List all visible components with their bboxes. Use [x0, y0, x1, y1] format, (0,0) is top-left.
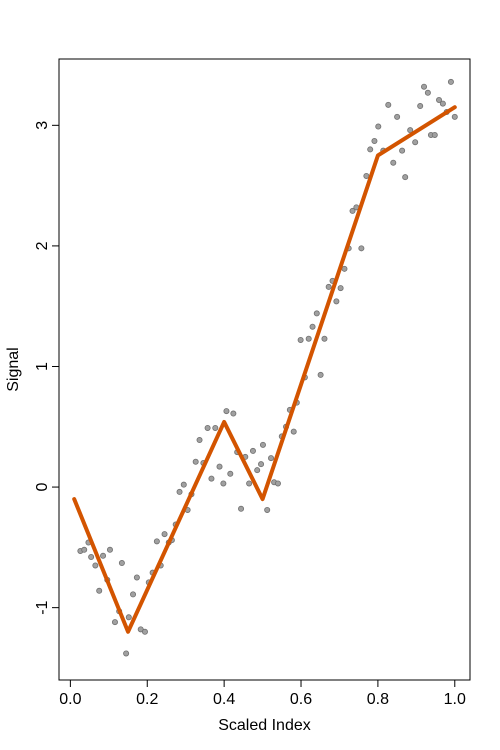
y-tick-label: 1 — [34, 362, 51, 371]
data-point — [254, 467, 261, 474]
data-point — [161, 531, 168, 538]
data-point — [399, 147, 406, 154]
data-point — [317, 371, 324, 378]
data-point — [220, 480, 227, 487]
trend-line — [72, 105, 457, 634]
data-point — [258, 461, 265, 468]
data-point — [106, 546, 113, 553]
data-point — [176, 488, 183, 495]
data-point — [268, 455, 275, 462]
data-point — [223, 408, 230, 415]
data-point — [321, 335, 328, 342]
data-point — [390, 159, 397, 166]
data-point — [81, 546, 88, 553]
data-point — [447, 78, 454, 85]
data-point — [125, 614, 132, 621]
x-tick-label: 0.4 — [213, 691, 235, 708]
plot-frame — [58, 58, 471, 681]
data-point — [227, 470, 234, 477]
data-point — [305, 335, 312, 342]
y-tick-label: 2 — [34, 241, 51, 250]
x-tick-label: 0.2 — [136, 691, 158, 708]
data-point — [394, 113, 401, 120]
x-tick-label: 1.0 — [444, 691, 466, 708]
data-point — [130, 591, 137, 598]
data-point — [92, 562, 99, 569]
data-point — [451, 113, 458, 120]
data-point — [424, 89, 431, 96]
data-point — [212, 424, 219, 431]
data-point — [375, 123, 382, 130]
data-point — [367, 146, 374, 153]
data-point — [246, 480, 253, 487]
data-point — [133, 574, 140, 581]
y-tick-label: 3 — [34, 121, 51, 130]
y-tick-label: 0 — [34, 483, 51, 492]
data-point — [249, 447, 256, 454]
x-tick-label: 0.6 — [290, 691, 312, 708]
data-point — [216, 463, 223, 470]
data-point — [100, 552, 107, 559]
data-point — [118, 560, 125, 567]
data-point — [431, 131, 438, 138]
data-point — [196, 437, 203, 444]
data-point — [208, 475, 215, 482]
data-point — [88, 554, 95, 561]
data-point — [192, 458, 199, 465]
data-point — [153, 538, 160, 545]
data-point — [358, 245, 365, 252]
data-point — [264, 506, 271, 513]
data-point — [123, 650, 130, 657]
data-point — [349, 207, 356, 214]
data-point — [290, 428, 297, 435]
data-point — [402, 174, 409, 181]
data-point — [439, 100, 446, 107]
data-point — [412, 139, 419, 146]
y-tick-label: -1 — [34, 600, 51, 614]
data-point — [230, 410, 237, 417]
data-point — [325, 283, 332, 290]
data-point — [111, 619, 118, 626]
data-point — [309, 323, 316, 330]
data-point — [333, 298, 340, 305]
data-point — [238, 505, 245, 512]
data-point — [371, 137, 378, 144]
x-tick-label: 0.0 — [59, 691, 81, 708]
data-point — [180, 481, 187, 488]
data-point — [421, 83, 428, 90]
data-point — [96, 587, 103, 594]
data-point — [436, 96, 443, 103]
data-point — [341, 265, 348, 272]
data-point — [204, 424, 211, 431]
y-axis-title: Signal — [5, 347, 22, 391]
data-point — [259, 441, 266, 448]
data-point — [407, 127, 414, 134]
data-point — [141, 628, 148, 635]
data-point — [313, 310, 320, 317]
data-point — [417, 103, 424, 110]
data-point — [274, 480, 281, 487]
data-point — [337, 285, 344, 292]
x-tick-label: 0.8 — [367, 691, 389, 708]
x-axis-title: Scaled Index — [218, 717, 311, 734]
data-point — [363, 172, 370, 179]
data-point — [385, 101, 392, 108]
data-point — [297, 336, 304, 343]
